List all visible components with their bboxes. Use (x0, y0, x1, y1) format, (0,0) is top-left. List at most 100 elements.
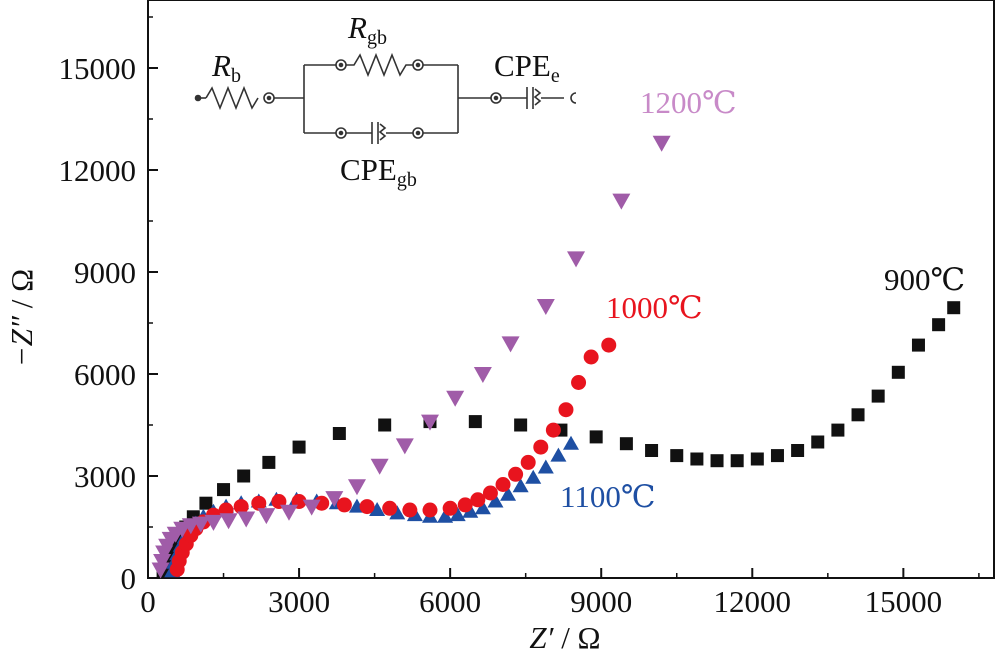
data-point (347, 479, 366, 496)
data-point (237, 511, 256, 528)
data-point (851, 408, 865, 422)
data-point (911, 338, 925, 352)
data-point (402, 502, 418, 518)
series-900℃ (156, 301, 961, 578)
data-point (382, 500, 398, 516)
data-point (612, 193, 631, 210)
data-point (525, 469, 542, 484)
data-point (811, 435, 825, 449)
data-point (219, 513, 238, 530)
rgb-resistor-symbol (346, 52, 413, 78)
y-axis-title-symbol: −Z″ (4, 315, 39, 367)
data-point (571, 375, 587, 390)
y-tick-label: 6000 (74, 357, 136, 392)
data-point (652, 135, 671, 152)
y-axis-title: −Z″ / Ω (4, 269, 39, 367)
x-tick-label: 0 (140, 584, 156, 619)
data-point (325, 491, 344, 508)
data-point (473, 367, 492, 383)
data-point (645, 444, 659, 457)
x-axis-title-symbol: Z′ (529, 620, 554, 655)
data-point (370, 458, 389, 475)
y-tick-label: 9000 (74, 255, 136, 290)
data-point (932, 318, 946, 332)
y-tick-label: 0 (121, 561, 137, 596)
data-point (567, 251, 586, 268)
data-point (280, 504, 298, 521)
data-point (545, 422, 561, 438)
data-point (871, 389, 885, 403)
series-1200℃ (151, 135, 671, 579)
data-point (336, 497, 352, 513)
data-point (302, 499, 321, 516)
x-tick-label: 9000 (570, 584, 632, 619)
data-point (217, 483, 231, 497)
data-point (462, 503, 479, 518)
cpee-label: CPEe (494, 48, 560, 87)
data-point (520, 454, 536, 470)
data-point (369, 502, 386, 516)
data-point (619, 437, 633, 451)
data-point (421, 414, 439, 431)
x-tick-label: 3000 (268, 584, 330, 619)
data-point (314, 495, 330, 511)
data-point (791, 444, 805, 457)
data-point (151, 562, 170, 579)
data-point (474, 500, 491, 515)
series-1000℃ (169, 337, 617, 577)
data-point (512, 478, 529, 493)
data-point (257, 508, 276, 525)
data-point (395, 438, 414, 455)
data-point (422, 502, 438, 518)
y-tick-label: 15000 (59, 51, 137, 86)
data-point (891, 365, 905, 379)
data-point (589, 430, 603, 444)
data-point (536, 299, 555, 315)
data-point (378, 418, 392, 432)
data-point (449, 507, 466, 522)
data-point (947, 301, 961, 315)
rb-resistor-symbol (205, 85, 259, 111)
data-point (690, 452, 704, 466)
x-axis: 0 3000 6000 9000 12000 15000 (140, 568, 980, 619)
data-point (710, 454, 724, 468)
data-point (501, 336, 520, 353)
y-tick-label: 3000 (74, 459, 136, 494)
data-point (191, 516, 210, 533)
plot-frame (147, 0, 995, 579)
x-axis-title-unit: / Ω (553, 620, 600, 655)
data-point (199, 496, 213, 510)
data-point (508, 466, 524, 482)
data-point (563, 435, 579, 450)
data-point (153, 554, 172, 570)
data-point (233, 499, 249, 515)
series-label-1200: 1200℃ (640, 85, 737, 120)
data-point (583, 349, 599, 365)
data-point (670, 449, 684, 463)
data-point (359, 499, 375, 515)
rgb-label: Rgb (347, 10, 387, 49)
y-tick-label: 12000 (59, 153, 137, 188)
x-tick-label: 15000 (865, 584, 943, 619)
y-axis-title-unit: / Ω (4, 269, 39, 316)
data-point (514, 418, 528, 432)
data-point (251, 495, 267, 511)
data-point (262, 455, 276, 469)
rb-label: Rb (211, 48, 241, 87)
data-point (437, 508, 454, 523)
data-series-layer (151, 135, 961, 579)
data-point (446, 390, 465, 407)
data-point (487, 493, 504, 508)
series-label-900: 900℃ (884, 262, 965, 297)
data-point (533, 439, 549, 455)
series-label-1100: 1100℃ (560, 479, 656, 514)
data-point (332, 427, 346, 440)
data-point (442, 500, 458, 516)
data-point (482, 485, 498, 501)
data-point (204, 514, 223, 531)
series-label-1000: 1000℃ (606, 290, 703, 325)
data-point (457, 497, 473, 513)
data-point (770, 449, 784, 463)
equivalent-circuit-inset (194, 52, 577, 144)
